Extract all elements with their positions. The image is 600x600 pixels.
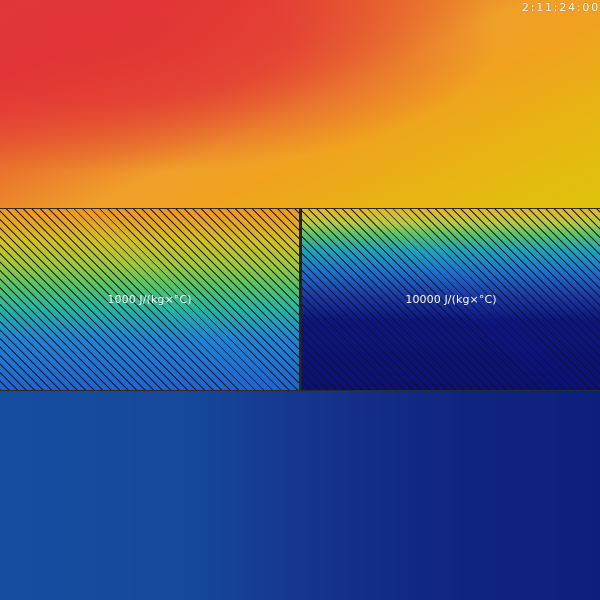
material-comparison-band: 1000 J/(kg×°C) 10000 J/(kg×°C) xyxy=(0,208,600,391)
hot-region xyxy=(0,0,600,209)
elapsed-time-readout: 2:11:24:00 xyxy=(521,1,600,14)
material-panel-10000: 10000 J/(kg×°C) xyxy=(300,209,600,390)
material-label-10000: 10000 J/(kg×°C) xyxy=(405,293,497,306)
material-label-1000: 1000 J/(kg×°C) xyxy=(107,293,192,306)
material-panel-1000: 1000 J/(kg×°C) xyxy=(0,209,300,390)
cold-region xyxy=(0,391,600,600)
